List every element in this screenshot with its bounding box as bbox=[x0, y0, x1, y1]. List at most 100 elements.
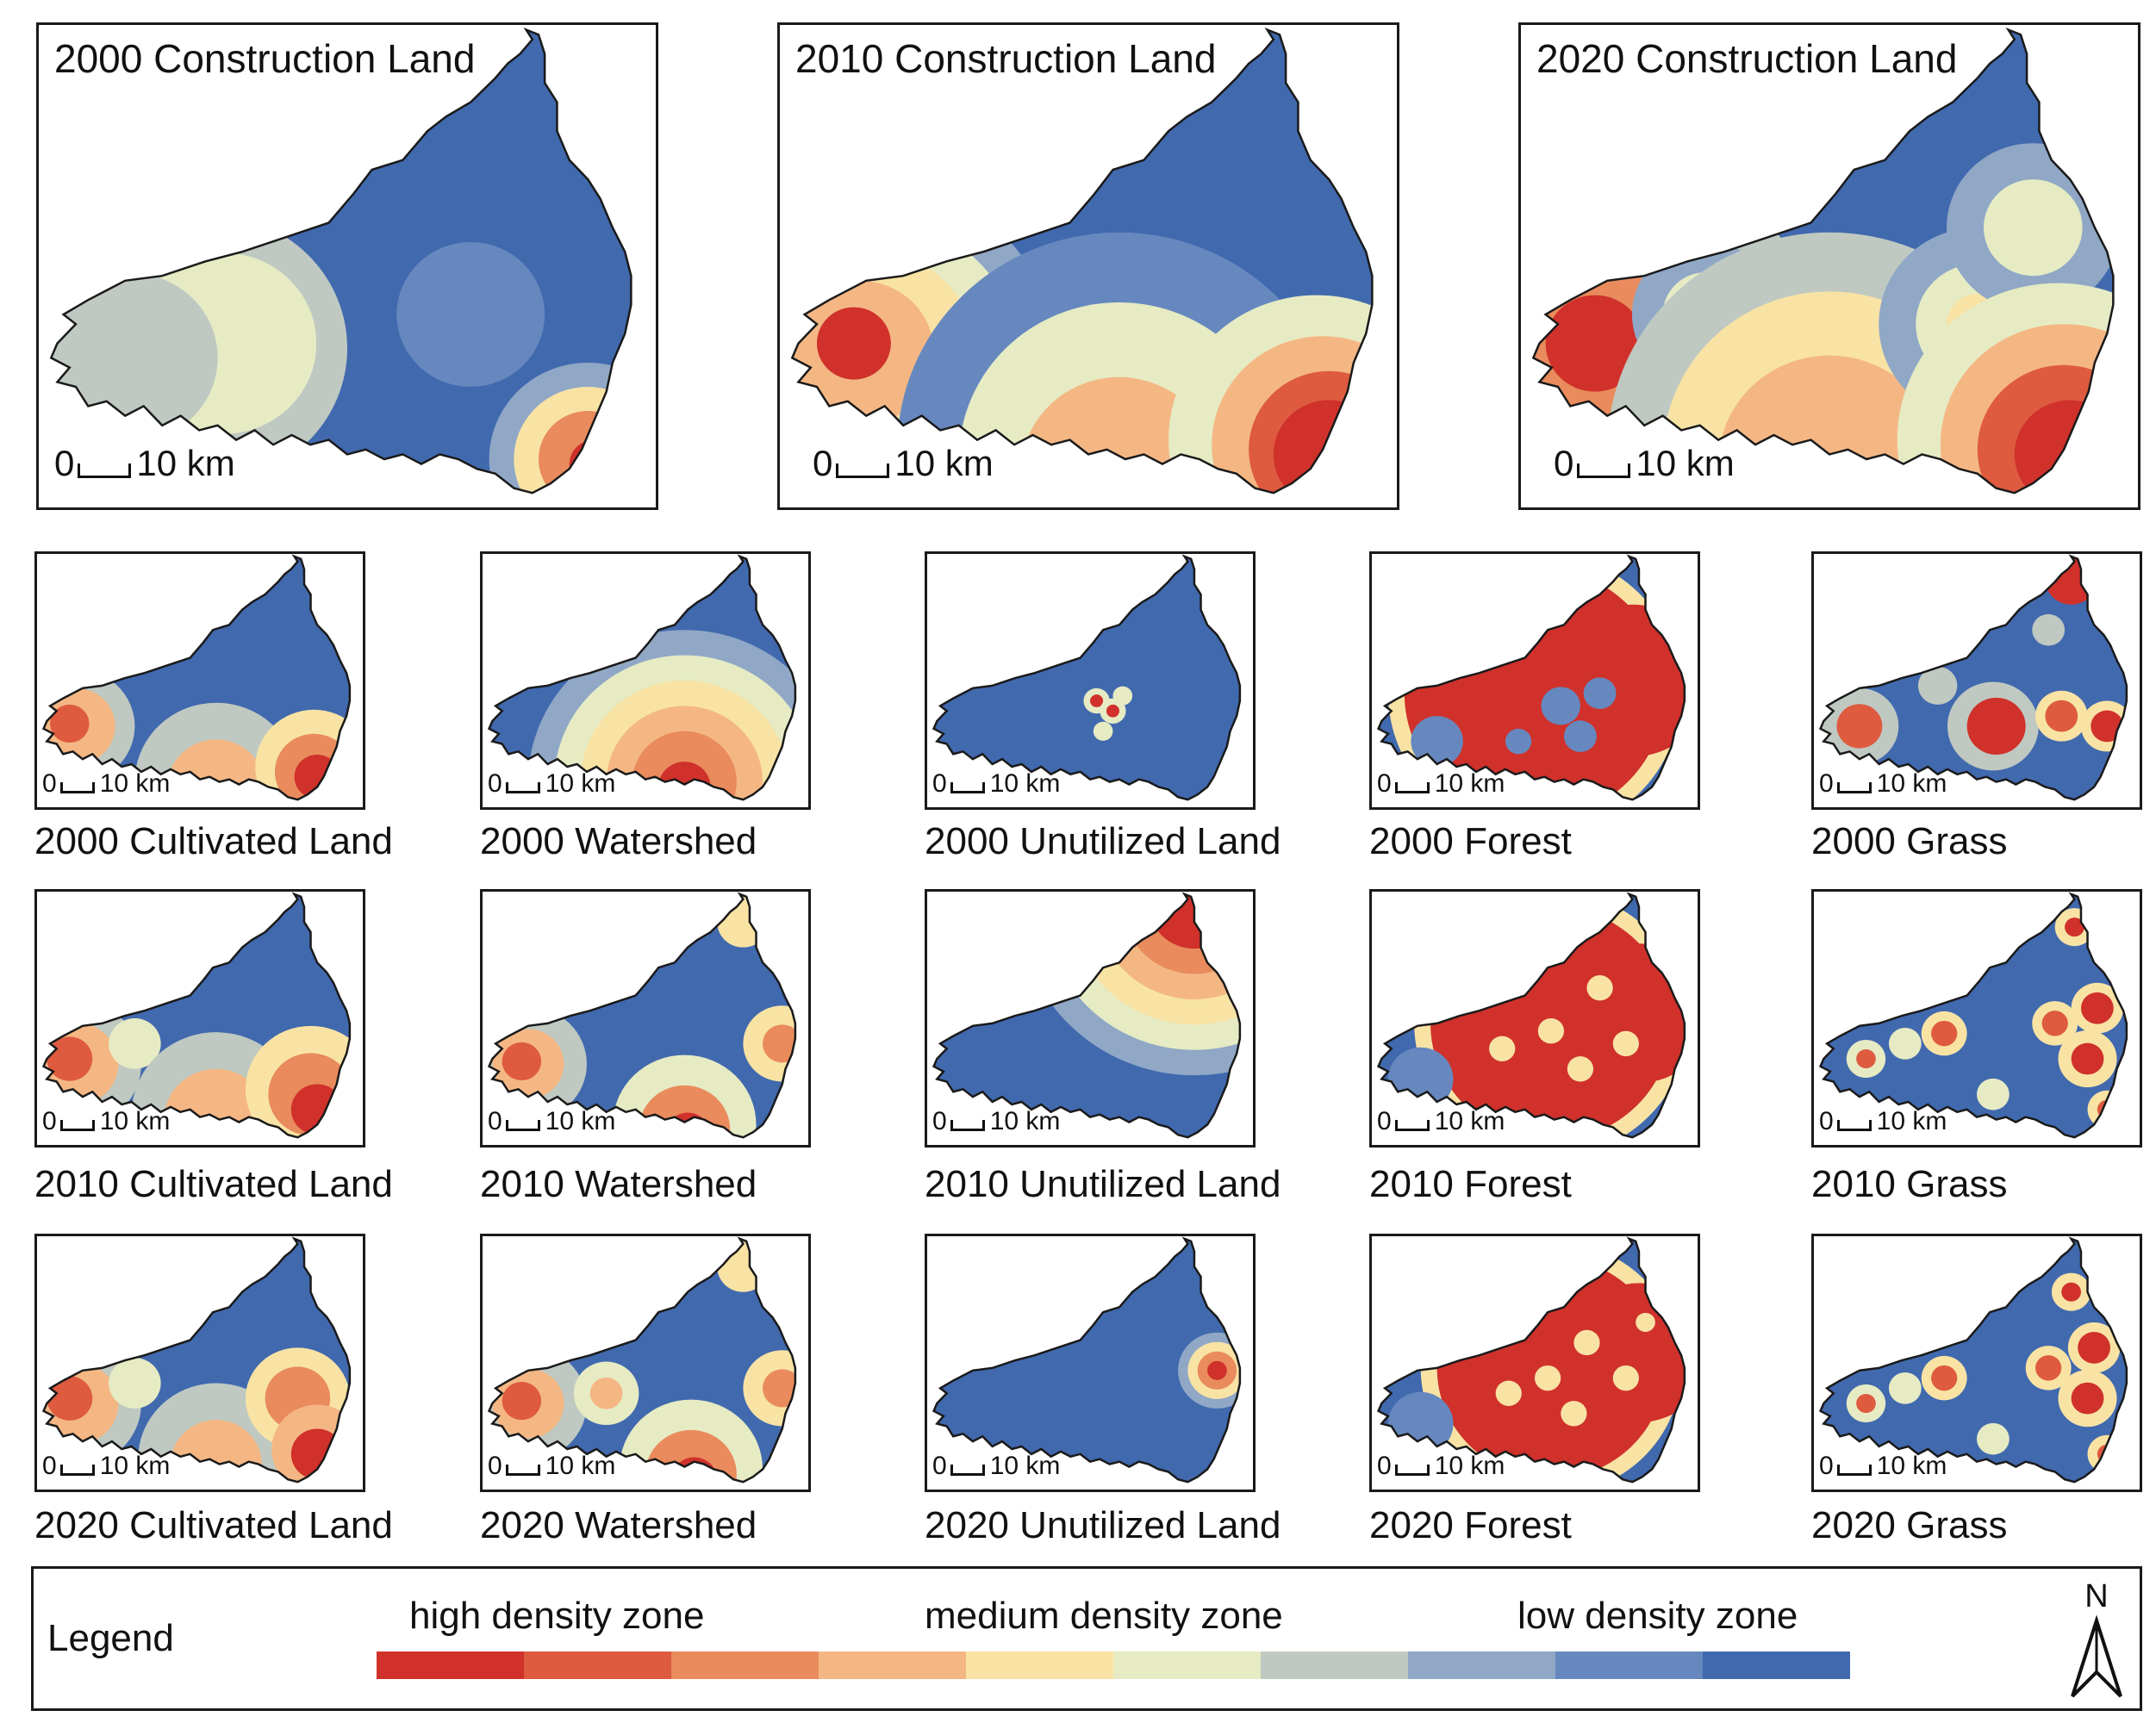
scale-bar-line bbox=[59, 1465, 95, 1476]
density-zone bbox=[1387, 1047, 1454, 1111]
density-zone bbox=[47, 1376, 93, 1421]
density-zone bbox=[1888, 1028, 1922, 1060]
region-boundary bbox=[489, 1239, 795, 1482]
legend-swatch bbox=[819, 1651, 966, 1679]
scale-bar-zero: 0 bbox=[1377, 769, 1392, 798]
scale-bar-line bbox=[1394, 782, 1430, 793]
density-zone bbox=[1112, 686, 1133, 706]
density-zone bbox=[1612, 1030, 1639, 1057]
density-map bbox=[1814, 892, 2140, 1145]
density-map bbox=[1372, 554, 1698, 807]
region-boundary bbox=[44, 557, 350, 799]
density-zone bbox=[502, 1042, 542, 1081]
map-panel-small: 0 10 km bbox=[1369, 1234, 1700, 1492]
scale-bar: 0 10 km bbox=[1554, 445, 1735, 482]
density-zone bbox=[1977, 1422, 2010, 1455]
density-layer bbox=[1378, 556, 1685, 800]
region-boundary bbox=[489, 894, 795, 1137]
density-layer bbox=[489, 556, 795, 800]
scale-bar-line bbox=[505, 782, 540, 793]
density-zone bbox=[1583, 677, 1617, 710]
density-zone bbox=[50, 704, 90, 743]
region-boundary bbox=[1821, 557, 2127, 799]
scale-bar-zero: 0 bbox=[932, 1452, 947, 1480]
scale-bar-distance: 10 km bbox=[1876, 1452, 1947, 1480]
density-map bbox=[483, 554, 808, 807]
scale-bar-line bbox=[950, 782, 985, 793]
density-zone bbox=[569, 439, 620, 488]
density-layer bbox=[933, 1238, 1240, 1483]
density-map bbox=[927, 1236, 1253, 1490]
map-caption: 2000 Grass bbox=[1811, 820, 2008, 862]
map-caption: 2010 Unutilized Land bbox=[925, 1163, 1281, 1205]
density-zone bbox=[1977, 1078, 2010, 1110]
map-panel-small: 0 10 km bbox=[1811, 889, 2142, 1148]
scale-bar-line bbox=[505, 1120, 540, 1131]
scale-bar-zero: 0 bbox=[488, 1452, 502, 1480]
legend-swatch bbox=[1703, 1651, 1850, 1679]
scale-bar: 0 10 km bbox=[1819, 1109, 1947, 1135]
density-map bbox=[1814, 554, 2140, 807]
density-zone bbox=[717, 896, 770, 948]
scale-bar-zero: 0 bbox=[1377, 1452, 1392, 1480]
density-map bbox=[483, 892, 808, 1145]
density-zone bbox=[109, 1358, 161, 1409]
density-layer bbox=[1378, 893, 1685, 1138]
scale-bar: 0 10 km bbox=[1377, 1109, 1505, 1135]
density-zone bbox=[294, 754, 340, 799]
scale-bar-zero: 0 bbox=[932, 1107, 947, 1135]
scale-bar-line bbox=[59, 1120, 95, 1131]
scale-bar-zero: 0 bbox=[1377, 1107, 1392, 1135]
scale-bar-line bbox=[1836, 1465, 1872, 1476]
density-zone bbox=[2080, 992, 2114, 1024]
scale-bar-distance: 10 km bbox=[894, 443, 994, 483]
map-caption: 2010 Grass bbox=[1811, 1163, 2008, 1205]
scale-bar-distance: 10 km bbox=[989, 769, 1061, 798]
density-zone bbox=[2078, 1331, 2110, 1364]
scale-bar: 0 10 km bbox=[42, 1109, 170, 1135]
density-zone bbox=[1612, 1365, 1639, 1391]
region-boundary bbox=[44, 1239, 350, 1482]
low-density-base bbox=[1820, 556, 2127, 800]
map-caption: 2020 Grass bbox=[1811, 1504, 2008, 1546]
scale-bar: 0 10 km bbox=[488, 771, 615, 797]
panel-title: 2000 Construction Land bbox=[54, 36, 476, 81]
region-boundary bbox=[1379, 557, 1685, 799]
scale-bar-zero: 0 bbox=[42, 769, 57, 798]
scale-bar-distance: 10 km bbox=[1434, 1452, 1505, 1480]
density-zone bbox=[2087, 1434, 2127, 1473]
density-zone bbox=[1489, 1036, 1516, 1061]
density-zone bbox=[1387, 1391, 1454, 1456]
legend-swatch bbox=[1555, 1651, 1703, 1679]
density-zone bbox=[1535, 1365, 1561, 1391]
scale-bar-distance: 10 km bbox=[545, 1452, 616, 1480]
density-zone bbox=[1966, 697, 2026, 755]
map-caption: 2020 Cultivated Land bbox=[34, 1504, 393, 1546]
density-zone bbox=[2061, 1282, 2081, 1302]
scale-bar-line bbox=[78, 463, 132, 478]
map-caption: 2000 Forest bbox=[1369, 820, 1572, 862]
density-map bbox=[37, 1236, 363, 1490]
density-zone bbox=[1541, 687, 1580, 725]
map-panel-small: 0 10 km bbox=[34, 1234, 365, 1492]
density-zone bbox=[1537, 1018, 1565, 1044]
region-boundary bbox=[1821, 1239, 2127, 1482]
density-zone bbox=[1931, 1365, 1958, 1391]
map-panel-small: 0 10 km bbox=[1369, 889, 1700, 1148]
density-map bbox=[927, 554, 1253, 807]
scale-bar-line bbox=[950, 1120, 985, 1131]
region-boundary bbox=[44, 894, 350, 1137]
legend-color-ramp bbox=[377, 1651, 1850, 1679]
scale-bar-zero: 0 bbox=[1819, 769, 1834, 798]
density-map bbox=[37, 892, 363, 1145]
legend-high-label: high density zone bbox=[409, 1595, 705, 1637]
density-zone bbox=[1856, 1049, 1876, 1069]
map-caption: 2000 Unutilized Land bbox=[925, 820, 1281, 862]
panel-title: 2010 Construction Land bbox=[795, 36, 1217, 81]
scale-bar-distance: 10 km bbox=[99, 769, 171, 798]
north-label: N bbox=[2084, 1578, 2108, 1614]
scale-bar-distance: 10 km bbox=[545, 769, 616, 798]
map-panel-small: 0 10 km bbox=[34, 889, 365, 1148]
density-zone bbox=[2041, 1011, 2068, 1036]
scale-bar-zero: 0 bbox=[1819, 1452, 1834, 1480]
